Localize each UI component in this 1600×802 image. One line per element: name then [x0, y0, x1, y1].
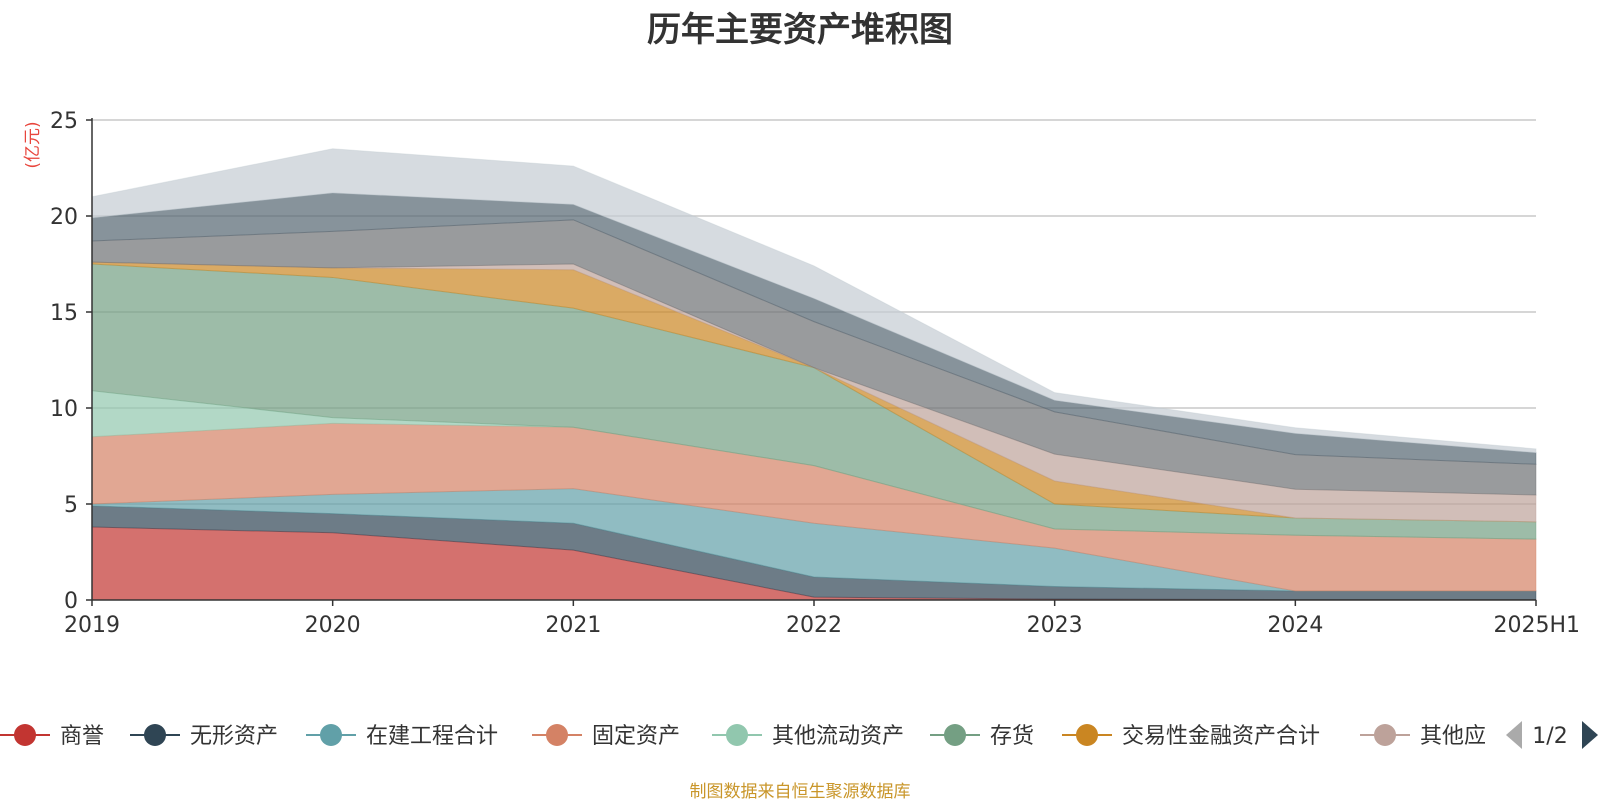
area-series	[91, 192, 1537, 465]
legend-label: 存货	[990, 724, 1034, 749]
legend: 商誉 无形资产 在建工程合计 固定资产 其他流动资产 存货 交易性金融资产合计 其他应 1/2	[0, 721, 1598, 749]
legend-marker	[546, 724, 568, 746]
legend-label: 商誉	[60, 724, 104, 749]
x-tick-label: 2019	[64, 613, 120, 638]
legend-item[interactable]: 交易性金融资产合计	[1062, 724, 1320, 749]
area-series	[91, 148, 1537, 454]
legend-marker	[1076, 724, 1098, 746]
area-series	[91, 263, 1537, 540]
y-tick-label: 10	[50, 397, 78, 422]
area-series	[91, 219, 1537, 496]
legend-label: 其他应	[1420, 724, 1486, 749]
axes	[86, 118, 1537, 606]
legend-item[interactable]: 其他应	[1360, 724, 1486, 749]
x-tick-label: 2022	[786, 613, 842, 638]
chart-title: 历年主要资产堆积图	[647, 10, 953, 50]
data-source-note: 制图数据来自恒生聚源数据库	[689, 782, 911, 802]
triangle-left-icon[interactable]	[1506, 721, 1522, 749]
triangle-right-icon[interactable]	[1582, 721, 1598, 749]
legend-label: 交易性金融资产合计	[1122, 724, 1320, 749]
x-tick-label: 2025H1	[1493, 613, 1580, 638]
y-tick-label: 5	[64, 493, 78, 518]
legend-item[interactable]: 无形资产	[130, 724, 278, 749]
legend-pager: 1/2	[1506, 721, 1598, 749]
legend-marker	[944, 724, 966, 746]
y-tick-label: 0	[64, 589, 78, 614]
area-series	[91, 390, 1537, 540]
legend-marker	[1374, 724, 1396, 746]
y-tick-label: 15	[50, 301, 78, 326]
x-tick-label: 2023	[1027, 613, 1083, 638]
x-tick-labels: 2019 2020 2021 2022 2023 2024 2025H1	[64, 613, 1580, 638]
x-tick-label: 2020	[305, 613, 361, 638]
legend-item[interactable]: 固定资产	[532, 724, 680, 749]
legend-marker	[144, 724, 166, 746]
y-axis-unit-label: (亿元)	[23, 121, 43, 168]
legend-marker	[726, 724, 748, 746]
legend-label: 固定资产	[592, 724, 680, 749]
stacked-areas	[91, 148, 1537, 601]
legend-marker	[14, 724, 36, 746]
legend-marker	[320, 724, 342, 746]
y-tick-label: 25	[50, 109, 78, 134]
x-tick-label: 2021	[545, 613, 601, 638]
legend-item[interactable]: 存货	[930, 724, 1034, 749]
legend-item[interactable]: 在建工程合计	[306, 724, 498, 749]
legend-item[interactable]: 商誉	[0, 724, 104, 749]
legend-page-indicator: 1/2	[1532, 724, 1567, 749]
legend-label: 其他流动资产	[772, 724, 904, 749]
area-series	[91, 422, 1537, 592]
legend-label: 在建工程合计	[366, 724, 498, 749]
legend-label: 无形资产	[190, 724, 278, 749]
area-series	[91, 261, 1537, 523]
y-tick-labels: 0 5 10 15 20 25	[50, 109, 78, 614]
legend-item[interactable]: 其他流动资产	[712, 724, 904, 749]
x-tick-label: 2024	[1267, 613, 1323, 638]
y-tick-label: 20	[50, 205, 78, 230]
